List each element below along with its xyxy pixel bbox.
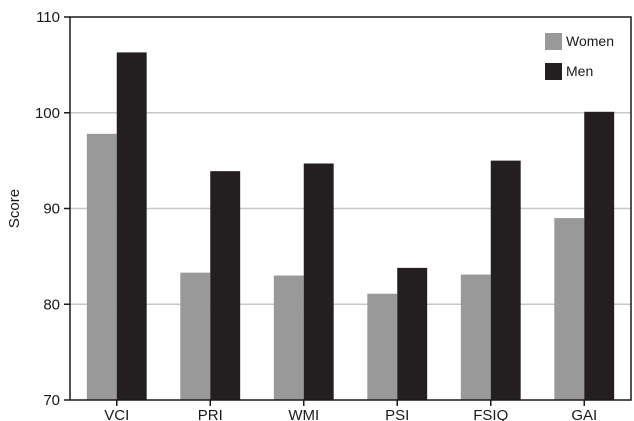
legend: Women Men — [545, 33, 614, 80]
bar-women-gai — [554, 218, 585, 400]
bar-men-pri — [210, 171, 241, 400]
y-tick-label: 100 — [35, 105, 60, 122]
bar-women-fsiq — [460, 274, 491, 400]
y-tick-label: 90 — [43, 201, 60, 218]
legend-swatch-women — [545, 33, 562, 50]
x-tick-label: GAI — [571, 407, 597, 421]
legend-swatch-men — [545, 63, 562, 80]
bar-men-gai — [584, 111, 615, 400]
legend-label-men: Men — [566, 63, 593, 79]
y-axis-ticks: 70 80 90 100 110 — [35, 9, 70, 409]
bar-women-pri — [180, 272, 211, 400]
y-tick-label: 110 — [36, 9, 60, 26]
y-axis-title: Score — [6, 189, 23, 228]
bar-men-psi — [397, 267, 428, 400]
bar-women-vci — [86, 133, 117, 400]
bar-men-vci — [116, 52, 147, 401]
bar-women-psi — [367, 293, 398, 400]
x-tick-label: FSIQ — [473, 407, 508, 421]
bar-men-fsiq — [490, 160, 521, 400]
x-tick-label: PSI — [385, 407, 409, 421]
x-axis-labels: VCI PRI WMI PSI FSIQ GAI — [104, 400, 597, 421]
bar-men-wmi — [303, 163, 334, 400]
legend-label-women: Women — [566, 33, 614, 49]
x-tick-label: VCI — [104, 407, 129, 421]
y-tick-label: 80 — [43, 296, 60, 313]
bars — [86, 52, 615, 401]
gridlines — [70, 112, 631, 305]
x-tick-label: WMI — [288, 407, 319, 421]
bar-women-wmi — [273, 275, 304, 400]
y-tick-label: 70 — [43, 392, 60, 409]
x-tick-label: PRI — [198, 407, 223, 421]
